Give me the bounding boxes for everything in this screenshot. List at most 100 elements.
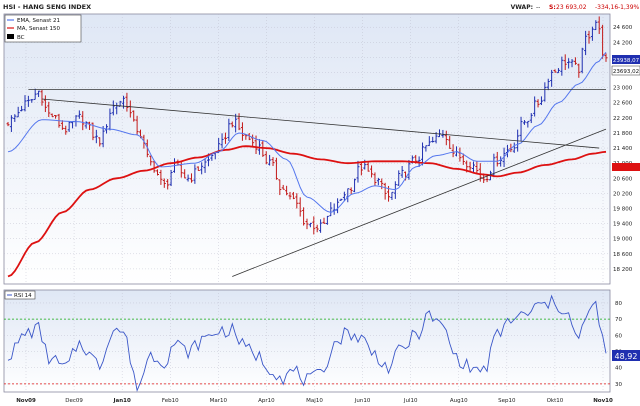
legend-swatch-bc	[7, 34, 14, 39]
vwap-label: VWAP:	[511, 4, 533, 11]
ohlc-bar	[111, 100, 115, 116]
ohlc-bar	[60, 120, 64, 130]
ohlc-bar	[9, 115, 13, 132]
rsi-plot-area	[3, 289, 611, 393]
price-tick-label: 24 600	[613, 25, 633, 31]
price-tick-label: 19 000	[613, 237, 633, 243]
ohlc-bar	[567, 58, 571, 69]
price-tick-label: 18 600	[613, 252, 633, 258]
ohlc-bar	[553, 69, 557, 73]
ohlc-bar	[54, 114, 58, 119]
ohlc-bar	[451, 144, 455, 158]
month-tick-label: Aug10	[450, 398, 468, 404]
month-tick-label: Sep10	[498, 398, 516, 404]
ohlc-bar	[230, 121, 234, 128]
ohlc-bar	[536, 99, 540, 108]
ma-150-line	[7, 145, 607, 278]
ohlc-bar	[169, 169, 173, 187]
ohlc-bar	[149, 155, 153, 166]
ohlc-bar	[543, 82, 547, 102]
price-legend: EMA, Senast 21 MA, Senast 150 BC	[4, 14, 82, 43]
ohlc-bar	[81, 111, 85, 131]
ohlc-bar	[359, 162, 363, 176]
ohlc-bar	[427, 136, 431, 147]
ohlc-bar	[312, 216, 316, 235]
ohlc-bar	[556, 68, 560, 74]
ohlc-bar	[529, 113, 533, 124]
price-tick-label: 19 400	[613, 222, 633, 228]
ohlc-bar	[407, 159, 411, 180]
rsi-line	[7, 294, 607, 392]
month-tick-label: Mar10	[210, 398, 228, 404]
ohlc-bar	[560, 56, 564, 76]
legend-label-bc: BC	[17, 35, 25, 41]
ohlc-bar	[16, 106, 20, 118]
ohlc-bar	[471, 161, 475, 174]
legend-box	[4, 14, 82, 43]
rsi-legend-box	[4, 290, 36, 300]
ohlc-bar	[305, 218, 309, 230]
ohlc-bar	[13, 114, 17, 122]
ohlc-bar	[26, 95, 30, 107]
ohlc-bar	[397, 170, 401, 186]
ohlc-bar	[298, 197, 302, 217]
price-panel: 18 200 18 600 19 000 19 400 19 800 20 200 20 6…	[3, 13, 640, 285]
price-tick-label: 18 200	[613, 267, 633, 273]
ohlc-bar	[325, 215, 329, 225]
ohlc-bar	[315, 224, 319, 233]
ohlc-bar	[604, 53, 608, 62]
ohlc-bar	[512, 142, 516, 153]
ohlc-bar	[322, 217, 326, 224]
ohlc-bar	[590, 26, 594, 41]
ohlc-bar	[37, 90, 41, 98]
rsi-axis: 304050607080	[615, 301, 622, 388]
ohlc-bar	[526, 120, 530, 128]
trend-line	[232, 128, 607, 277]
ohlc-bar	[43, 95, 47, 113]
ohlc-bar	[366, 161, 370, 172]
price-tick-label: 21 400	[613, 146, 633, 152]
rsi-tick-label: 30	[615, 382, 622, 388]
ohlc-bar	[342, 191, 346, 202]
ohlc-bar	[156, 169, 159, 176]
ohlc-bar	[383, 182, 387, 200]
ohlc-bar	[546, 78, 550, 91]
ohlc-bar	[101, 125, 105, 148]
price-tick-label: 20 200	[613, 191, 633, 197]
ohlc-bar	[349, 187, 353, 195]
ohlc-bar	[291, 191, 295, 200]
price-value-labels: 23938,07 23693,02	[611, 55, 640, 171]
ohlc-bar	[77, 110, 81, 119]
ohlc-bar	[20, 105, 24, 112]
month-tick-label: Dec09	[65, 398, 83, 404]
ohlc-bar	[281, 184, 285, 190]
last-value: 23 693,02	[556, 4, 587, 11]
rsi-tick-label: 60	[615, 333, 622, 339]
trend-line	[41, 98, 600, 149]
ohlc-bar	[373, 172, 377, 187]
rsi-marks	[4, 294, 610, 392]
ohlc-bar	[118, 100, 122, 107]
ohlc-bar	[278, 179, 282, 196]
close-value-box	[611, 65, 640, 76]
ohlc-bar	[203, 158, 207, 173]
ohlc-bar	[519, 116, 523, 142]
ohlc-bar	[271, 157, 275, 167]
ohlc-bar	[570, 59, 574, 68]
last-label: S:	[549, 4, 556, 11]
ohlc-bar	[189, 173, 193, 183]
ohlc-bar	[587, 30, 591, 44]
ohlc-bar	[468, 161, 472, 173]
close-value-label: 23693,02	[613, 69, 639, 75]
ohlc-bar	[308, 222, 312, 228]
ohlc-bar	[6, 122, 10, 127]
legend-label-ema: EMA, Senast 21	[17, 18, 60, 24]
ohlc-bar	[159, 169, 163, 185]
ohlc-bar	[274, 157, 278, 180]
ohlc-bar	[268, 154, 272, 166]
ohlc-bar	[125, 92, 129, 112]
price-tick-label: 22 200	[613, 116, 633, 122]
month-tick-label: Jun10	[354, 398, 371, 404]
ema-value-label: 23938,07	[613, 58, 640, 64]
